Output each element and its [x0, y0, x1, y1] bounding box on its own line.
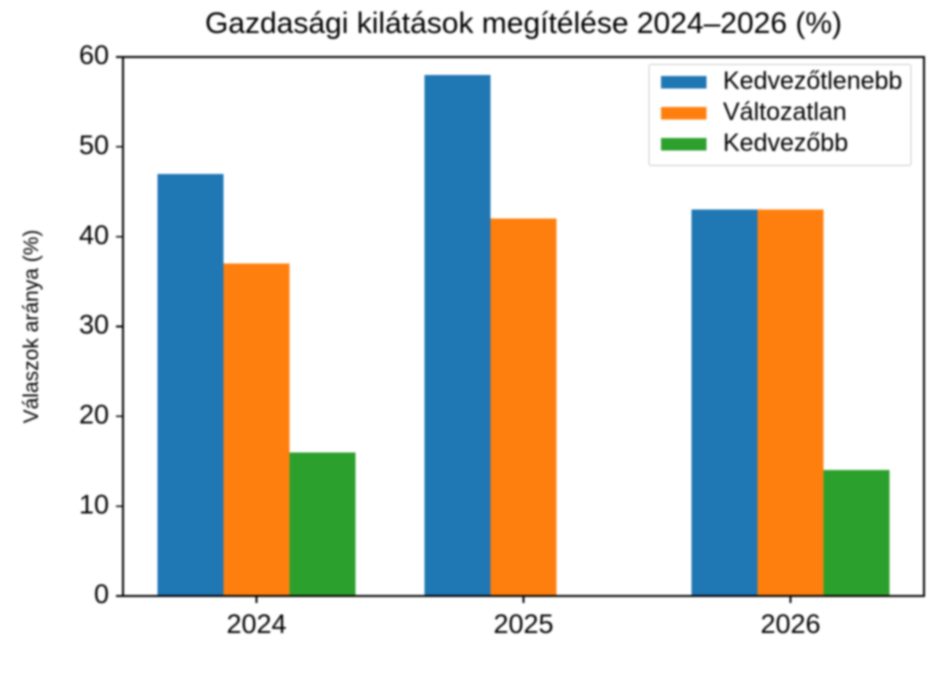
svg-text:Kedvezőbb: Kedvezőbb — [723, 129, 848, 157]
svg-text:Válaszok aránya (%): Válaszok aránya (%) — [20, 230, 43, 424]
svg-text:2025: 2025 — [493, 609, 553, 639]
svg-text:Gazdasági kilátások megítélése: Gazdasági kilátások megítélése 2024–2026… — [205, 7, 842, 40]
svg-text:60: 60 — [79, 40, 109, 70]
svg-text:2026: 2026 — [760, 609, 820, 639]
svg-text:30: 30 — [79, 310, 109, 340]
svg-text:40: 40 — [79, 220, 109, 250]
svg-text:Kedvezőtlenebb: Kedvezőtlenebb — [723, 67, 902, 95]
svg-text:20: 20 — [79, 399, 109, 429]
svg-text:2024: 2024 — [226, 609, 286, 639]
svg-text:Változatlan: Változatlan — [723, 98, 847, 126]
svg-text:10: 10 — [79, 489, 109, 519]
svg-text:50: 50 — [79, 130, 109, 160]
svg-text:0: 0 — [94, 579, 109, 609]
